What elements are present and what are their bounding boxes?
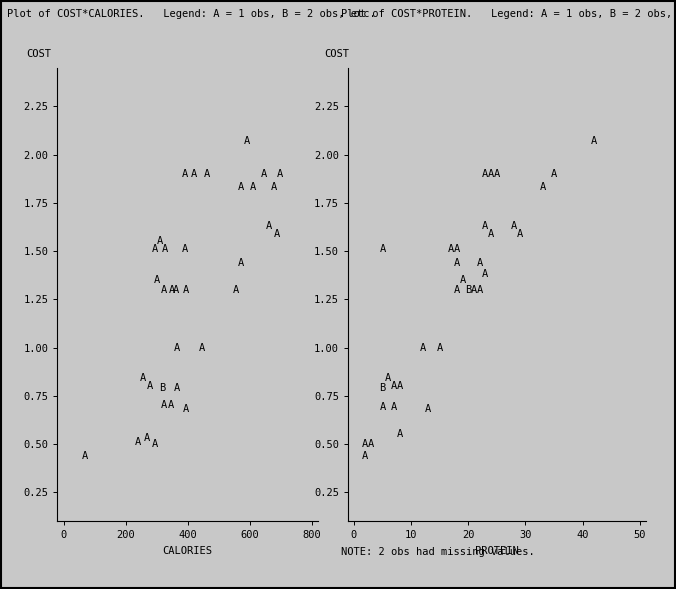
Text: A: A	[488, 229, 494, 239]
Text: A: A	[425, 404, 431, 414]
Text: A: A	[182, 169, 188, 179]
Text: A: A	[551, 169, 557, 179]
Text: A: A	[385, 373, 391, 383]
Text: A: A	[477, 257, 483, 267]
Text: A: A	[191, 169, 197, 179]
Text: A: A	[482, 221, 489, 231]
Text: COST: COST	[26, 49, 51, 59]
Text: A: A	[448, 244, 454, 254]
Text: A: A	[482, 169, 489, 179]
X-axis label: CALORIES: CALORIES	[163, 546, 212, 556]
Text: A: A	[454, 257, 460, 267]
Text: A: A	[454, 284, 460, 294]
Text: COST: COST	[324, 49, 349, 59]
Text: A: A	[154, 275, 160, 285]
Text: B: B	[159, 383, 166, 393]
Text: A: A	[419, 343, 426, 353]
Text: A: A	[516, 229, 523, 239]
Text: A: A	[139, 373, 146, 383]
Text: A: A	[144, 434, 151, 444]
Text: NOTE: 2 obs had missing values.: NOTE: 2 obs had missing values.	[341, 547, 535, 557]
Text: A: A	[183, 404, 189, 414]
Text: A: A	[488, 169, 494, 179]
Text: B: B	[379, 383, 385, 393]
X-axis label: PROTEIN: PROTEIN	[475, 546, 518, 556]
Text: A: A	[454, 244, 460, 254]
Text: A: A	[174, 343, 180, 353]
Text: A: A	[238, 183, 244, 193]
Text: B: B	[465, 284, 471, 294]
Text: Plot of COST*CALORIES.   Legend: A = 1 obs, B = 2 obs, etc.: Plot of COST*CALORIES. Legend: A = 1 obs…	[7, 9, 375, 19]
Text: A: A	[152, 244, 158, 254]
Text: A: A	[362, 451, 368, 461]
Text: A: A	[147, 381, 153, 391]
Text: A: A	[493, 169, 500, 179]
Text: A: A	[266, 221, 272, 231]
Text: A: A	[250, 183, 256, 193]
Text: A: A	[368, 439, 374, 449]
Text: A: A	[244, 136, 250, 146]
Text: A: A	[260, 169, 266, 179]
Text: A: A	[168, 284, 174, 294]
Text: A: A	[152, 439, 158, 449]
Text: A: A	[162, 244, 168, 254]
Text: A: A	[199, 343, 205, 353]
Text: A: A	[477, 284, 483, 294]
Text: A: A	[135, 437, 141, 447]
Text: A: A	[274, 229, 280, 239]
Text: A: A	[276, 169, 283, 179]
Text: A: A	[183, 284, 189, 294]
Text: A: A	[203, 169, 210, 179]
Text: A: A	[397, 429, 403, 439]
Text: A: A	[460, 275, 466, 285]
Text: A: A	[162, 284, 168, 294]
Text: A: A	[539, 183, 546, 193]
Text: A: A	[471, 284, 477, 294]
Text: A: A	[511, 221, 517, 231]
Text: A: A	[238, 257, 244, 267]
Text: A: A	[397, 381, 403, 391]
Text: A: A	[172, 284, 179, 294]
Text: A: A	[158, 236, 164, 246]
Text: A: A	[168, 401, 174, 411]
Text: A: A	[174, 383, 180, 393]
Text: A: A	[379, 244, 385, 254]
Text: A: A	[233, 284, 239, 294]
Text: A: A	[82, 451, 89, 461]
Text: A: A	[437, 343, 443, 353]
Text: A: A	[162, 401, 168, 411]
Text: A: A	[591, 136, 597, 146]
Text: A: A	[362, 439, 368, 449]
Text: A: A	[271, 183, 277, 193]
Text: A: A	[391, 381, 397, 391]
Text: A: A	[391, 402, 397, 412]
Text: A: A	[379, 402, 385, 412]
Text: Plot of COST*PROTEIN.   Legend: A = 1 obs, B = 2 obs, etc.: Plot of COST*PROTEIN. Legend: A = 1 obs,…	[341, 9, 676, 19]
Text: A: A	[482, 269, 489, 279]
Text: A: A	[181, 244, 188, 254]
